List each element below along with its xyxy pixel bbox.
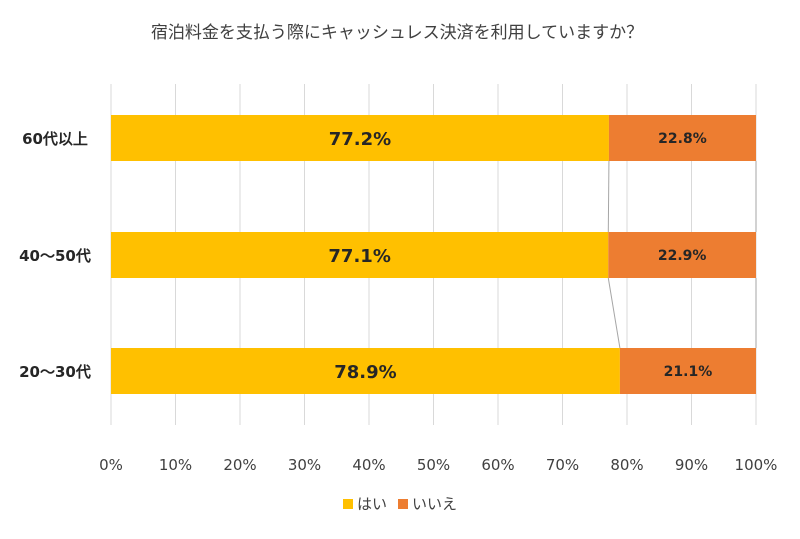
category-labels: 60代以上 40～50代 20～30代 bbox=[19, 130, 91, 381]
data-label: 77.2% bbox=[329, 129, 391, 150]
bar-no bbox=[619, 348, 756, 394]
chart-title: 宿泊料金を支払う際にキャッシュレス決済を利用していますか？ bbox=[151, 23, 643, 43]
data-label: 78.9% bbox=[334, 362, 396, 383]
data-label: 22.9% bbox=[658, 248, 707, 264]
x-tick-label: 50% bbox=[417, 456, 450, 474]
legend-swatch-no bbox=[398, 499, 408, 509]
bar-yes bbox=[111, 348, 620, 394]
bar-no bbox=[608, 232, 756, 278]
x-tick-label: 0% bbox=[99, 456, 123, 474]
x-tick-labels: 0% 10% 20% 30% 40% 50% 60% 70% 80% 90% 100% bbox=[99, 456, 777, 474]
x-tick-label: 100% bbox=[735, 456, 778, 474]
x-tick-label: 80% bbox=[610, 456, 643, 474]
series-line bbox=[607, 277, 621, 349]
category-label: 20～30代 bbox=[19, 363, 91, 381]
x-tick-label: 30% bbox=[288, 456, 321, 474]
bar-yes bbox=[111, 115, 609, 161]
x-tick-label: 40% bbox=[352, 456, 385, 474]
legend: はい いいえ bbox=[343, 495, 457, 513]
x-tick-label: 60% bbox=[481, 456, 514, 474]
x-tick-label: 10% bbox=[159, 456, 192, 474]
data-label: 77.1% bbox=[328, 246, 390, 267]
category-label: 40～50代 bbox=[19, 247, 91, 265]
bar-yes bbox=[111, 232, 609, 278]
legend-swatch-yes bbox=[343, 499, 353, 509]
data-label: 21.1% bbox=[664, 364, 713, 380]
x-tick-label: 20% bbox=[223, 456, 256, 474]
x-tick-label: 70% bbox=[546, 456, 579, 474]
category-label: 60代以上 bbox=[22, 130, 88, 148]
series-lines bbox=[607, 160, 757, 349]
legend-label: いいえ bbox=[412, 495, 457, 513]
data-label: 22.8% bbox=[658, 131, 707, 147]
legend-label: はい bbox=[357, 495, 387, 513]
bar-no bbox=[608, 115, 756, 161]
bars: 77.2% 22.8% 77.1% 22.9% 78.9% 21.1% bbox=[111, 115, 756, 394]
series-line bbox=[607, 160, 610, 233]
x-tick-label: 90% bbox=[675, 456, 708, 474]
